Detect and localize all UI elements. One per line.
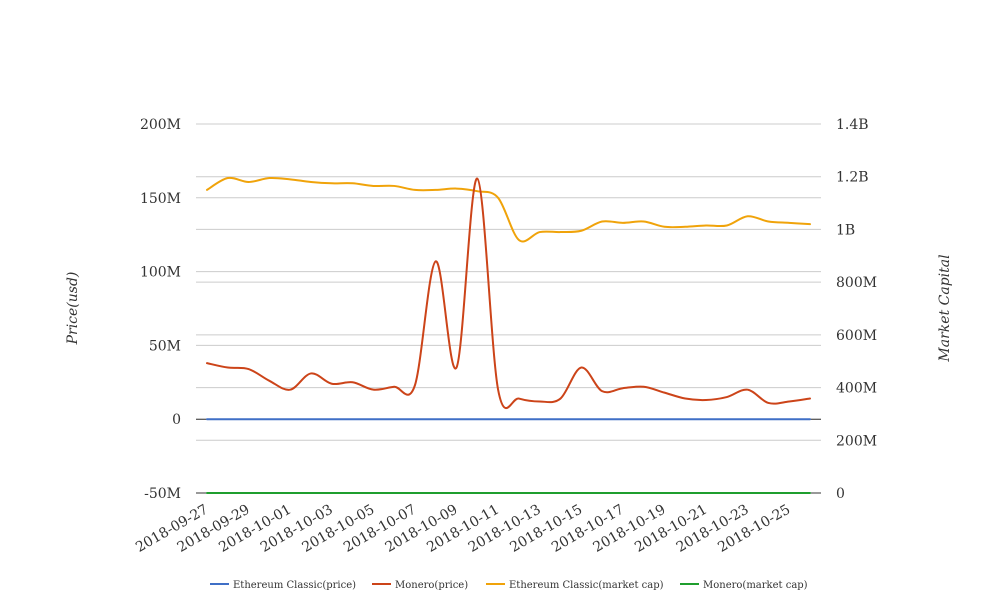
legend-item-2[interactable]: Ethereum Classic(market cap) — [486, 580, 664, 591]
right-tick-label: 1.2B — [836, 170, 869, 186]
legend-label: Ethereum Classic(market cap) — [509, 580, 664, 591]
x-axis-ticks: 2018-09-272018-09-292018-10-012018-10-03… — [133, 502, 793, 556]
legend-item-1[interactable]: Monero(price) — [372, 580, 468, 591]
right-axis-title: Market Capital — [937, 254, 953, 362]
right-tick-label: 800M — [836, 275, 877, 291]
left-tick-label: 150M — [140, 191, 181, 207]
left-axis-title: Price(usd) — [65, 272, 81, 346]
legend-label: Monero(market cap) — [703, 580, 808, 591]
right-tick-label: 600M — [836, 328, 877, 344]
right-axis-ticks: 0 200M 400M 600M 800M 1B 1.2B 1.4B — [836, 117, 877, 502]
right-tick-label: 0 — [836, 486, 845, 502]
left-axis-ticks: -50M 0 50M 100M 150M 200M — [140, 117, 181, 502]
right-tick-label: 400M — [836, 381, 877, 397]
right-tick-label: 200M — [836, 433, 877, 449]
series-lines — [206, 176, 811, 495]
series-line-2 — [206, 176, 811, 243]
left-tick-label: 0 — [172, 412, 181, 428]
legend-item-0[interactable]: Ethereum Classic(price) — [210, 580, 356, 591]
left-tick-label: 100M — [140, 265, 181, 281]
series-line-1 — [206, 177, 811, 409]
legend-label: Monero(price) — [395, 580, 468, 591]
left-tick-label: 200M — [140, 117, 181, 133]
left-tick-label: -50M — [144, 486, 181, 502]
legend[interactable]: Ethereum Classic(price) Monero(price) Ethe… — [210, 580, 808, 591]
legend-item-3[interactable]: Monero(market cap) — [680, 580, 808, 591]
right-tick-label: 1B — [836, 222, 855, 238]
right-tick-label: 1.4B — [836, 117, 869, 133]
legend-label: Ethereum Classic(price) — [233, 580, 356, 591]
left-tick-label: 50M — [149, 338, 181, 354]
